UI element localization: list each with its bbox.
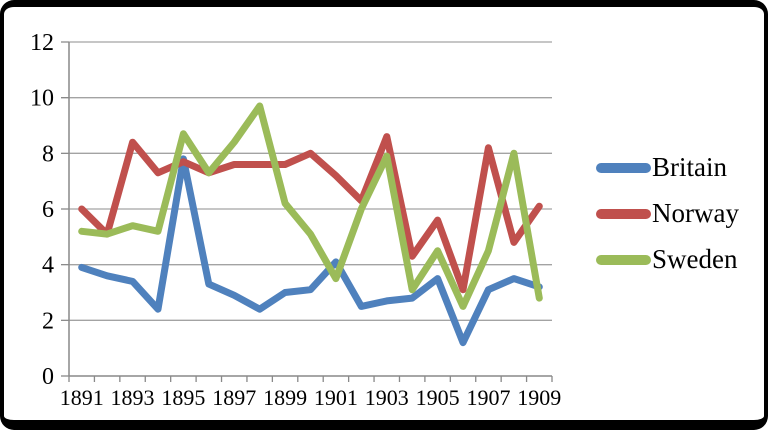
series-line-britain: [78, 155, 543, 347]
legend-item-sweden: Sweden: [596, 245, 739, 274]
y-axis-label-8: 8: [42, 141, 54, 167]
y-axis-label-6: 6: [42, 197, 54, 223]
x-axis-label-1897: 1897: [212, 385, 256, 410]
y-axis-label-10: 10: [30, 86, 54, 112]
x-axis-label-1901: 1901: [314, 385, 358, 410]
line-chart: 0 2 4 6 8 10 12 1891 1893 1895 1897 1899 1901 1903 190…: [30, 30, 561, 410]
legend-item-norway: Norway: [596, 199, 739, 228]
x-axis-label-1891: 1891: [60, 385, 104, 410]
legend-label-norway: Norway: [652, 198, 739, 228]
x-axis-label-1907: 1907: [466, 385, 510, 410]
x-axis-label-1895: 1895: [161, 385, 205, 410]
y-axis-label-2: 2: [42, 308, 54, 334]
norway-line-swatch-icon: [596, 208, 651, 219]
series-line-norway: [78, 133, 543, 294]
series-line-sweden: [78, 102, 543, 310]
y-axis-label-12: 12: [30, 30, 54, 56]
x-axis-label-1905: 1905: [416, 385, 460, 410]
legend-item-britain: Britain: [596, 153, 739, 182]
legend-label-britain: Britain: [652, 152, 727, 182]
legend-label-sweden: Sweden: [652, 244, 738, 274]
britain-line-swatch-icon: [596, 162, 651, 173]
x-axis-label-1899: 1899: [263, 385, 307, 410]
x-axis-label-1903: 1903: [365, 385, 409, 410]
chart-legend: Britain Norway Sweden: [596, 153, 739, 274]
y-axis-label-0: 0: [42, 364, 54, 390]
sweden-line-swatch-icon: [596, 254, 651, 265]
x-axis-label-1909: 1909: [517, 385, 561, 410]
y-axis-label-4: 4: [42, 253, 54, 279]
x-axis-label-1893: 1893: [111, 385, 155, 410]
